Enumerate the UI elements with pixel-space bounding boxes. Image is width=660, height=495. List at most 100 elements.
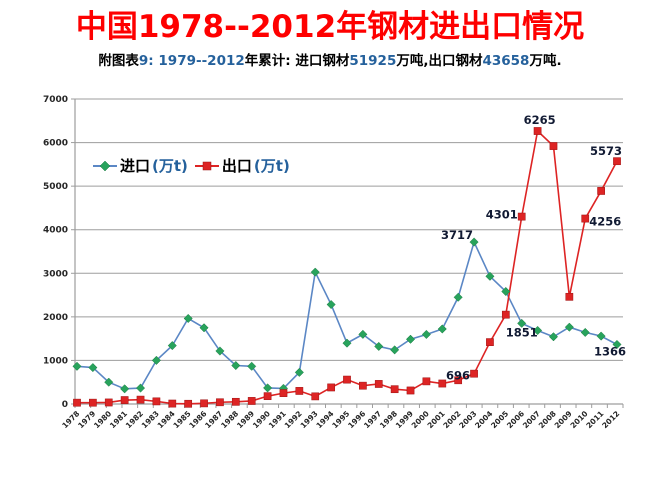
y-axis-label: 7000: [43, 95, 68, 105]
import-marker: [135, 383, 146, 393]
export-marker: [438, 379, 447, 388]
import-marker: [533, 325, 543, 336]
y-axis-label: 0: [62, 400, 68, 410]
y-axis-label: 4000: [43, 226, 68, 236]
import-line: [76, 239, 618, 390]
import-marker: [358, 329, 368, 339]
import-series-marker-icon: [93, 160, 117, 172]
export-marker: [152, 397, 161, 406]
export-marker: [613, 157, 621, 166]
y-axis-label: 5000: [43, 182, 68, 192]
import-marker: [120, 384, 130, 394]
export-marker: [120, 396, 129, 404]
export-marker: [597, 187, 605, 195]
page-title: 中国1978--2012年钢材进出口情况: [0, 7, 660, 47]
subtitle-segment: 1979--2012: [158, 53, 245, 69]
data-label: 6265: [524, 113, 556, 127]
export-marker: [279, 389, 288, 397]
export-marker: [374, 380, 383, 388]
import-marker: [580, 327, 590, 337]
data-label: 5573: [590, 144, 622, 158]
export-marker: [168, 399, 177, 408]
export-series-marker-icon: [194, 161, 219, 171]
chart-legend: 进口 (万t) 出口 (万t): [92, 156, 290, 176]
export-marker: [549, 142, 558, 150]
import-marker: [151, 355, 161, 365]
import-marker: [453, 292, 463, 302]
chart-subtitle: 附图表9: 1979--2012年累计: 进口钢材51925万吨,出口钢材436…: [0, 52, 660, 70]
export-marker: [517, 212, 526, 221]
export-marker: [454, 376, 463, 385]
export-marker: [486, 338, 494, 346]
import-marker: [215, 346, 225, 356]
import-marker: [247, 361, 257, 371]
legend-unit-export: (万t): [253, 157, 290, 175]
import-marker: [167, 341, 177, 351]
export-marker: [581, 214, 590, 223]
data-label: 3717: [441, 228, 473, 242]
import-marker: [485, 271, 495, 281]
import-marker: [564, 322, 574, 332]
import-marker: [437, 324, 447, 334]
export-marker: [263, 392, 272, 401]
export-marker: [533, 127, 542, 135]
y-axis-label: 3000: [43, 269, 68, 279]
export-marker: [327, 383, 335, 392]
export-marker: [390, 385, 399, 394]
import-marker: [231, 360, 241, 371]
legend-label-export: 出口: [221, 157, 252, 175]
import-marker: [390, 345, 400, 355]
subtitle-segment: 万吨,出口钢材: [396, 53, 483, 69]
export-marker: [136, 395, 145, 404]
y-axis-label: 6000: [43, 139, 68, 149]
x-axis-label: 2012: [600, 409, 621, 430]
import-marker: [342, 338, 352, 348]
import-marker: [405, 334, 416, 344]
import-marker: [374, 341, 384, 351]
import-marker: [469, 237, 479, 247]
import-marker: [72, 361, 82, 371]
export-marker: [73, 398, 81, 407]
data-label: 4301: [486, 208, 518, 222]
legend-item-export: 出口 (万t): [194, 156, 290, 176]
import-marker: [104, 377, 114, 387]
y-axis-label: 1000: [43, 356, 68, 366]
page-title-text: 中国1978--2012年钢材进出口情况: [75, 9, 585, 45]
import-marker: [421, 329, 431, 340]
export-marker: [216, 398, 224, 407]
import-marker: [596, 331, 606, 341]
subtitle-segment: 年累计: 进口钢材: [244, 53, 350, 69]
y-axis-label: 2000: [43, 313, 68, 323]
export-marker: [231, 397, 240, 406]
legend-unit-import: (万t): [152, 157, 188, 175]
export-marker: [406, 386, 415, 395]
export-marker: [501, 310, 510, 319]
export-marker: [104, 398, 113, 407]
import-marker: [612, 339, 622, 350]
legend-label-import: 进口: [120, 157, 151, 175]
import-marker: [294, 367, 304, 377]
data-label: 4256: [589, 215, 621, 229]
import-marker: [88, 363, 98, 373]
export-marker: [311, 392, 320, 401]
import-marker: [517, 318, 527, 328]
export-marker: [343, 375, 351, 384]
import-marker: [326, 299, 336, 310]
export-marker: [470, 369, 478, 378]
import-marker: [310, 267, 320, 277]
import-marker: [183, 313, 193, 324]
export-marker: [89, 398, 97, 407]
subtitle-segment: 附图表: [98, 53, 139, 69]
import-marker: [548, 332, 559, 342]
data-label: 1366: [594, 344, 626, 358]
subtitle-segment: 万吨.: [529, 53, 562, 69]
import-marker: [263, 383, 273, 393]
import-marker: [501, 286, 511, 297]
export-marker: [359, 381, 367, 390]
subtitle-segment: 51925: [349, 53, 397, 69]
legend-item-import: 进口 (万t): [92, 156, 188, 176]
data-label: 696: [446, 369, 470, 383]
export-marker: [247, 397, 256, 405]
